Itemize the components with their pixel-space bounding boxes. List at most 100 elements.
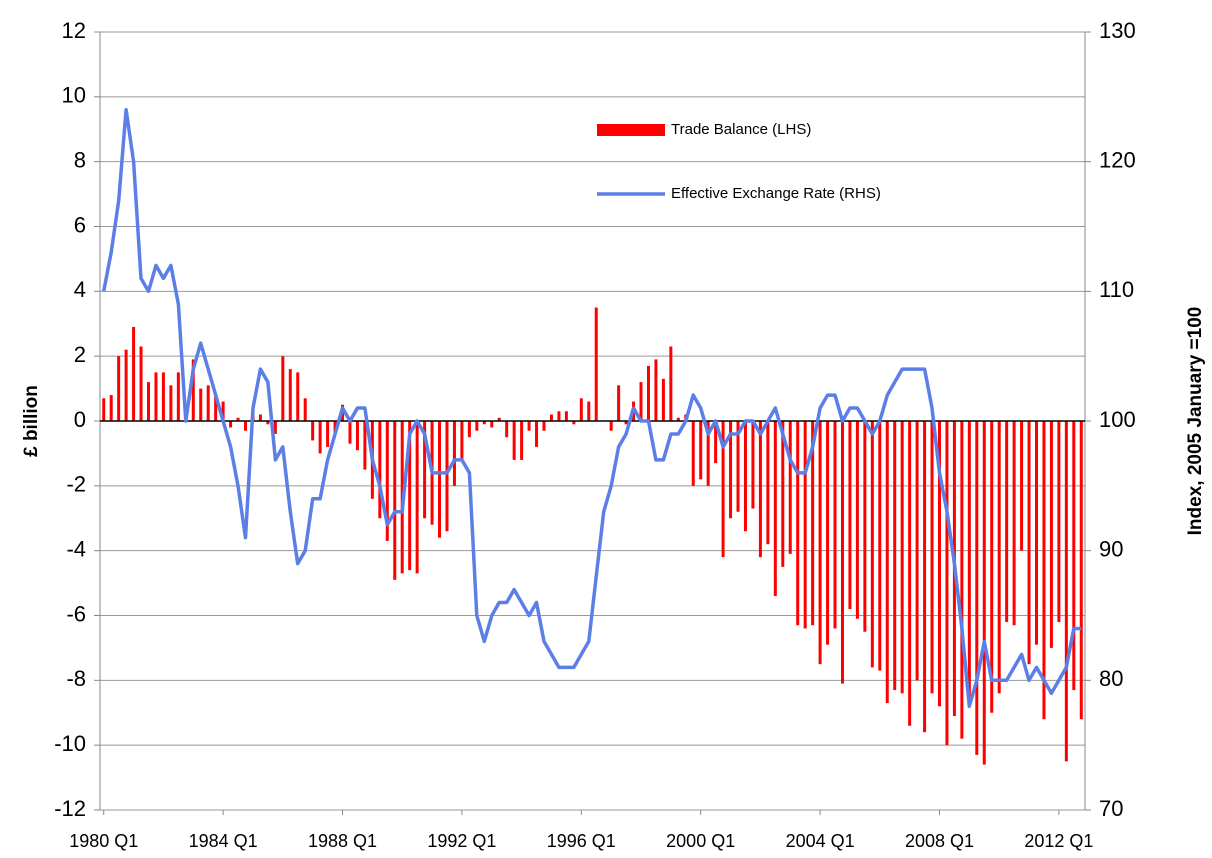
y-tick-label: 4 [74, 277, 86, 302]
bar [1005, 421, 1009, 622]
bar [811, 421, 815, 626]
bar [818, 421, 822, 665]
bar [1042, 421, 1046, 720]
bar [564, 411, 568, 421]
y2-tick-label: 80 [1099, 666, 1123, 691]
bar [1034, 421, 1038, 645]
y-axis-label: £ billion [21, 385, 42, 457]
bar [796, 421, 800, 626]
bar [1064, 421, 1068, 762]
bar [758, 421, 762, 558]
y2-tick-label: 100 [1099, 407, 1136, 432]
bar [646, 365, 650, 421]
bar [497, 417, 501, 421]
bar [609, 421, 613, 431]
bar [303, 398, 307, 421]
y2-tick-label: 90 [1099, 536, 1123, 561]
bar [258, 414, 262, 421]
bar [982, 421, 986, 765]
bar [878, 421, 882, 671]
y-tick-label: 2 [74, 342, 86, 367]
bar [848, 421, 852, 610]
bar [318, 421, 322, 454]
bar [549, 414, 553, 421]
bar [743, 421, 747, 532]
bar [542, 421, 546, 431]
bar [438, 421, 442, 538]
x-tick-label: 2000 Q1 [666, 831, 735, 851]
bar [505, 421, 509, 438]
bar [214, 395, 218, 421]
bar [229, 421, 233, 428]
bar [348, 421, 352, 444]
bar [206, 385, 210, 421]
bar [393, 421, 397, 580]
y-tick-label: 0 [74, 407, 86, 432]
y2-tick-label: 120 [1099, 147, 1136, 172]
bar [579, 398, 583, 421]
x-tick-label: 2012 Q1 [1024, 831, 1093, 851]
bar [654, 359, 658, 421]
bar [147, 382, 151, 421]
bar [557, 411, 561, 421]
bar [967, 421, 971, 697]
bar [833, 421, 837, 629]
bar [1079, 421, 1083, 720]
bar [1072, 421, 1076, 691]
bar [1057, 421, 1061, 622]
bar [803, 421, 807, 629]
x-tick-label: 1988 Q1 [308, 831, 377, 851]
bar [311, 421, 315, 441]
bar [363, 421, 367, 470]
x-tick-label: 2008 Q1 [905, 831, 974, 851]
bar [721, 421, 725, 558]
y2-axis-label: Index, 2005 January =100 [1185, 307, 1206, 536]
x-tick-label: 1992 Q1 [427, 831, 496, 851]
bar [893, 421, 897, 691]
bar [296, 372, 300, 421]
bar [475, 421, 479, 431]
line [101, 108, 1082, 709]
bar [535, 421, 539, 447]
bar [863, 421, 867, 632]
bar [176, 372, 180, 421]
bar [527, 421, 531, 431]
bar [117, 356, 121, 421]
bar [139, 346, 143, 421]
bar [512, 421, 516, 460]
bar [975, 421, 979, 755]
bar [520, 421, 524, 460]
bar [661, 378, 665, 421]
bar [132, 326, 136, 421]
y-tick-label: -12 [54, 796, 86, 821]
bar [490, 421, 494, 428]
bar [378, 421, 382, 519]
bar [915, 421, 919, 681]
bar [788, 421, 792, 554]
bar [102, 398, 106, 421]
bar [885, 421, 889, 704]
bar [161, 372, 165, 421]
x-tick-label: 1984 Q1 [189, 831, 258, 851]
legend-label: Trade Balance (LHS) [671, 121, 811, 138]
y-tick-label: -2 [66, 472, 86, 497]
x-tick-label: 2004 Q1 [786, 831, 855, 851]
bar [281, 356, 285, 421]
bar [937, 421, 941, 707]
bar [729, 421, 733, 519]
bar [714, 421, 718, 464]
bar [191, 359, 195, 421]
bar [452, 421, 456, 486]
bar [781, 421, 785, 567]
legend-swatch [597, 124, 665, 136]
y-tick-label: 6 [74, 212, 86, 237]
bar [594, 307, 598, 421]
bar [676, 417, 680, 421]
y-tick-label: -10 [54, 731, 86, 756]
bar [154, 372, 158, 421]
bar [1020, 421, 1024, 551]
y-tick-label: -4 [66, 536, 86, 561]
bar [900, 421, 904, 694]
bar [945, 421, 949, 746]
